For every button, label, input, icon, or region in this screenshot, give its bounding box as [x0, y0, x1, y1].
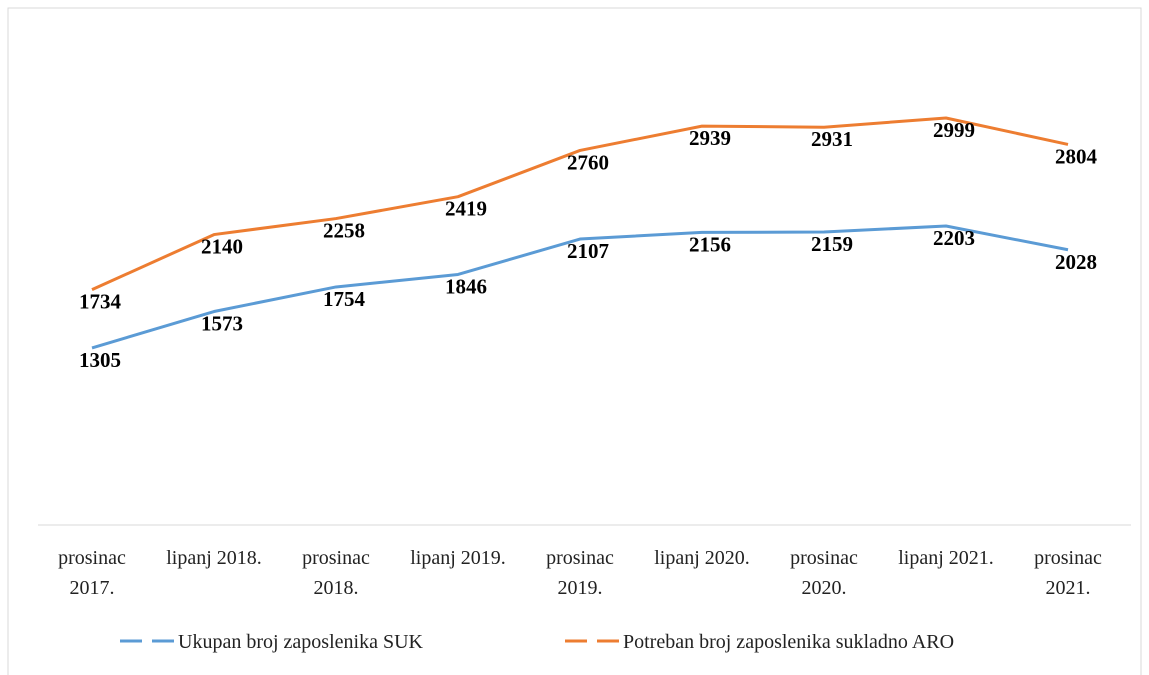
data-label: 2931: [811, 127, 853, 151]
x-tick-label: lipanj 2020.: [654, 547, 750, 569]
x-tick-label: lipanj 2021.: [898, 547, 994, 569]
chart-frame: [7, 7, 1142, 675]
data-label: 2203: [933, 226, 975, 250]
data-label: 2028: [1055, 250, 1097, 274]
legend-label: Potreban broj zaposlenika sukladno ARO: [623, 631, 954, 653]
data-label: 1573: [201, 312, 243, 336]
data-label: 2159: [811, 232, 853, 256]
series-line: [91, 116, 1069, 292]
data-label: 1305: [79, 348, 121, 372]
data-label: 2140: [201, 235, 243, 259]
data-label: 1754: [323, 287, 366, 311]
data-label: 1734: [79, 290, 122, 314]
x-tick-label: prosinac 2021.: [1034, 547, 1102, 599]
data-label: 2419: [445, 197, 487, 221]
x-tick-label: lipanj 2018.: [166, 547, 262, 569]
x-tick-label: lipanj 2019.: [410, 547, 506, 569]
x-tick-label: prosinac 2018.: [302, 547, 370, 599]
data-label: 2804: [1055, 144, 1098, 168]
data-label: 1846: [445, 274, 487, 298]
x-tick-label: prosinac 2017.: [58, 547, 126, 599]
data-label: 2156: [689, 232, 731, 256]
series-line: [91, 224, 1069, 350]
data-label: 2107: [567, 239, 609, 263]
data-label: 2258: [323, 219, 365, 243]
legend-label: Ukupan broj zaposlenika SUK: [178, 631, 424, 653]
data-label: 2999: [933, 118, 975, 142]
data-label: 2760: [567, 150, 609, 174]
x-tick-label: prosinac 2019.: [546, 547, 614, 599]
data-label: 2939: [689, 126, 731, 150]
x-tick-label: prosinac 2020.: [790, 547, 858, 599]
